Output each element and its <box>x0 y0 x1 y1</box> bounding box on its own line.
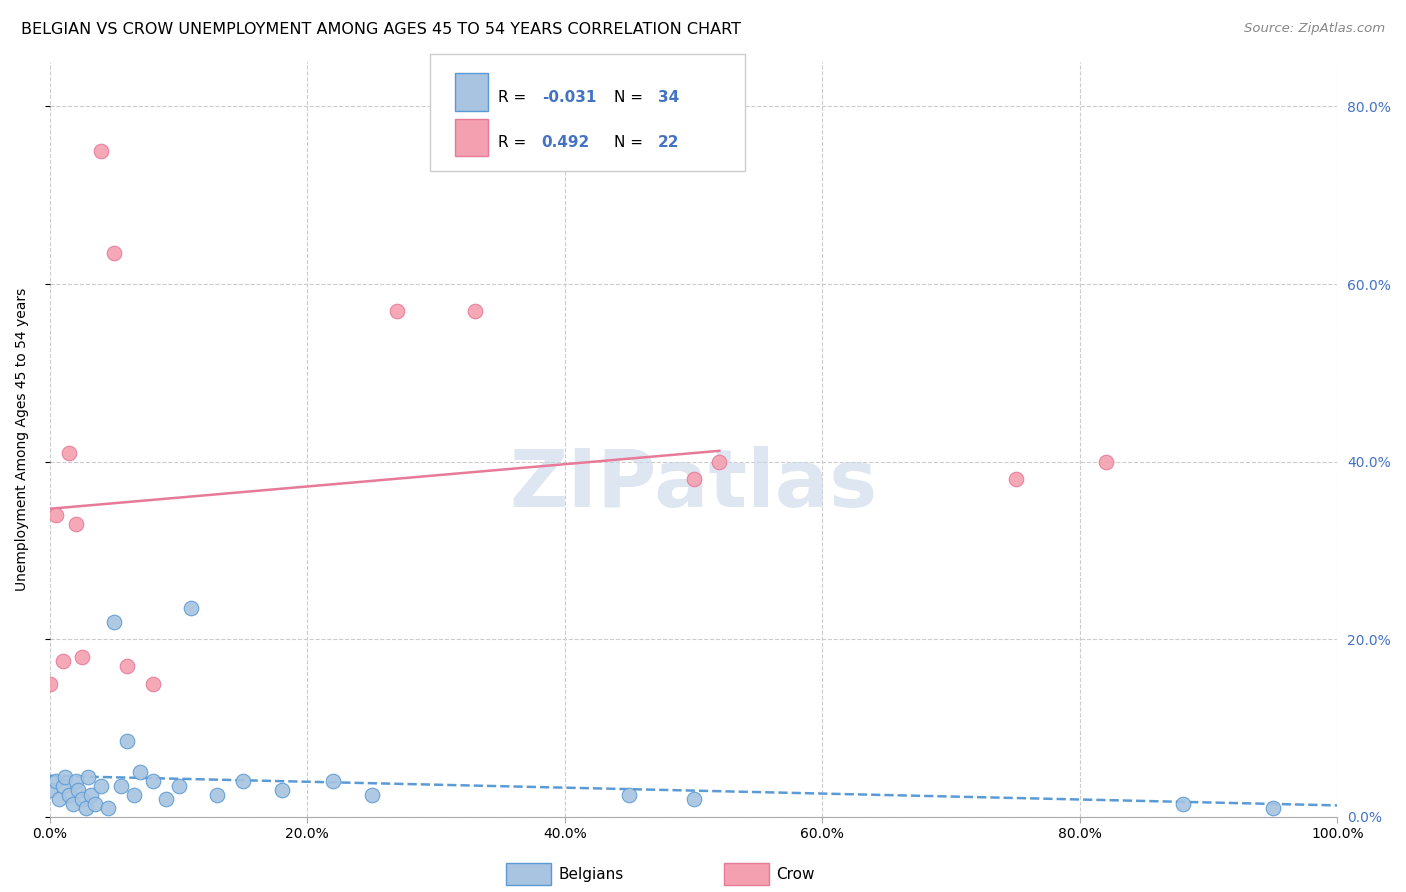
Text: BELGIAN VS CROW UNEMPLOYMENT AMONG AGES 45 TO 54 YEARS CORRELATION CHART: BELGIAN VS CROW UNEMPLOYMENT AMONG AGES … <box>21 22 741 37</box>
Point <box>1094 455 1116 469</box>
Point <box>682 472 704 486</box>
Point <box>155 792 177 806</box>
Text: R =: R = <box>498 90 531 105</box>
Text: Source: ZipAtlas.com: Source: ZipAtlas.com <box>1244 22 1385 36</box>
Point <box>142 676 165 690</box>
Text: N =: N = <box>614 136 648 150</box>
Point <box>180 601 202 615</box>
FancyBboxPatch shape <box>430 54 745 171</box>
Point <box>45 508 67 522</box>
Point <box>167 779 190 793</box>
Point <box>129 765 152 780</box>
Point <box>103 615 125 629</box>
Point <box>232 774 254 789</box>
Text: ZIPatlas: ZIPatlas <box>509 446 877 524</box>
FancyBboxPatch shape <box>456 119 488 156</box>
Point <box>67 783 90 797</box>
Point <box>65 774 87 789</box>
Point <box>45 774 67 789</box>
Point <box>58 446 80 460</box>
Point <box>62 797 84 811</box>
Point <box>682 792 704 806</box>
Point <box>387 303 409 318</box>
Point <box>110 779 132 793</box>
Point <box>619 788 641 802</box>
Point <box>58 788 80 802</box>
Point <box>48 792 70 806</box>
FancyBboxPatch shape <box>456 73 488 112</box>
Text: 22: 22 <box>658 136 679 150</box>
Text: 0.492: 0.492 <box>541 136 591 150</box>
Point <box>80 788 103 802</box>
Point <box>75 801 97 815</box>
Point <box>270 783 292 797</box>
Point <box>1004 472 1026 486</box>
Point <box>322 774 344 789</box>
Point <box>38 676 60 690</box>
Point <box>52 779 75 793</box>
Point <box>115 659 138 673</box>
Point <box>70 792 93 806</box>
Point <box>52 655 75 669</box>
Point <box>709 455 731 469</box>
Text: R =: R = <box>498 136 531 150</box>
Point <box>38 783 60 797</box>
Point <box>65 516 87 531</box>
Point <box>90 144 112 158</box>
Point <box>90 779 112 793</box>
Point <box>83 797 105 811</box>
Point <box>115 734 138 748</box>
Point <box>70 650 93 665</box>
Text: -0.031: -0.031 <box>541 90 596 105</box>
Point <box>53 770 76 784</box>
Text: Crow: Crow <box>776 867 814 881</box>
Text: N =: N = <box>614 90 648 105</box>
Point <box>77 770 100 784</box>
Point <box>103 246 125 260</box>
Point <box>360 788 382 802</box>
Text: Belgians: Belgians <box>558 867 623 881</box>
Point <box>122 788 145 802</box>
Point <box>142 774 165 789</box>
Point <box>1261 801 1284 815</box>
Point <box>97 801 120 815</box>
Point <box>205 788 228 802</box>
Point <box>1171 797 1194 811</box>
Point <box>464 303 486 318</box>
Y-axis label: Unemployment Among Ages 45 to 54 years: Unemployment Among Ages 45 to 54 years <box>15 288 30 591</box>
Text: 34: 34 <box>658 90 679 105</box>
